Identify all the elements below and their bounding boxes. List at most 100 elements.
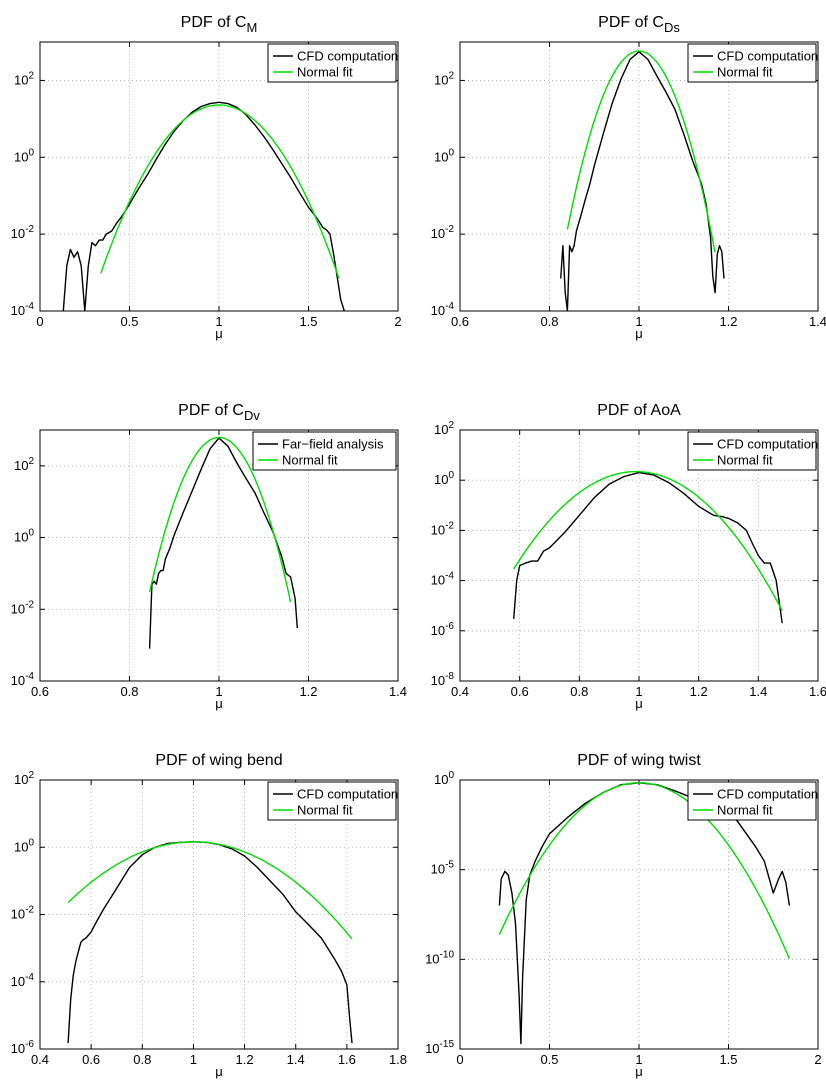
x-tick-label: 1 (635, 314, 642, 329)
x-axis-label: μ (215, 326, 223, 341)
y-tick-label: 100 (434, 770, 454, 787)
y-tick-label: 10-10 (425, 949, 454, 966)
y-tick-label: 10-4 (431, 571, 455, 588)
x-tick-label: 1.5 (719, 1052, 737, 1067)
y-tick-label: 10-2 (11, 599, 35, 616)
legend-label: CFD computation (717, 787, 818, 802)
series-line-data (560, 51, 725, 311)
legend-label: Normal fit (717, 65, 773, 80)
legend-label: Normal fit (282, 453, 338, 468)
x-tick-label: 0 (36, 314, 43, 329)
series-line-data (148, 437, 298, 649)
series-line-data (513, 471, 783, 624)
x-tick-label: 1.2 (236, 1052, 254, 1067)
x-axis-label: μ (635, 326, 643, 341)
legend-label: CFD computation (297, 49, 398, 64)
plot-area (39, 779, 399, 1050)
chart-title: PDF of CDv (178, 402, 260, 423)
x-tick-label: 0.6 (31, 684, 49, 699)
y-tick-label: 10-4 (11, 972, 35, 989)
legend (687, 781, 817, 821)
x-tick-label: 0.8 (570, 684, 588, 699)
y-tick-label: 10-6 (11, 1039, 35, 1056)
x-tick-label: 1.8 (389, 1052, 407, 1067)
series-line-fit (498, 782, 791, 959)
x-tick-label: 0.8 (120, 684, 138, 699)
chart-title: PDF of wing bend (155, 752, 282, 769)
x-tick-label: 0.8 (133, 1052, 151, 1067)
y-tick-label: 102 (434, 70, 454, 87)
y-tick-label: 102 (14, 456, 34, 473)
y-tick-label: 10-8 (431, 671, 455, 688)
legend (267, 43, 397, 83)
legend (252, 431, 397, 471)
y-tick-label: 100 (14, 528, 34, 545)
chart-title: PDF of CM (181, 14, 258, 35)
x-tick-label: 1 (635, 684, 642, 699)
series-line-fit (67, 841, 353, 940)
x-axis-label: μ (635, 1064, 643, 1079)
x-tick-label: 1.2 (299, 684, 317, 699)
series-line-fit (148, 436, 292, 603)
legend (687, 43, 817, 83)
x-tick-label: 1 (190, 1052, 197, 1067)
legend-label: Normal fit (297, 803, 353, 818)
y-tick-label: 10-2 (431, 224, 455, 241)
series-line-fit (513, 470, 783, 612)
x-axis-label: μ (215, 696, 223, 711)
legend (687, 431, 817, 471)
series-line-fit (566, 50, 716, 253)
legend-label: Normal fit (717, 453, 773, 468)
x-tick-label: 1 (215, 314, 222, 329)
y-tick-label: 10-6 (431, 621, 455, 638)
x-tick-label: 2 (394, 314, 401, 329)
y-tick-label: 10-5 (431, 860, 455, 877)
legend-label: Far−field analysis (282, 437, 384, 452)
legend-label: CFD computation (297, 787, 398, 802)
x-axis-label: μ (215, 1064, 223, 1079)
series-line-fit (100, 104, 340, 279)
legend-label: Normal fit (297, 65, 353, 80)
x-tick-label: 0 (456, 1052, 463, 1067)
x-tick-label: 0.6 (82, 1052, 100, 1067)
x-tick-label: 1.4 (809, 314, 826, 329)
chart-panel-5: 0.4 0.6 0.8 1 1.2 1.4 1.6 1.8 10-6 10-4 10-2 100 102… (11, 752, 407, 1079)
chart-panel-6: 0 0.5 1 1.5 2 10-15 10-10 10-5 100 CFD computatio… (425, 752, 822, 1079)
plot-area (39, 429, 399, 682)
y-tick-label: 102 (14, 70, 34, 87)
chart-panel-2: 0.6 0.8 1 1.2 1.4 10-4 10-2 100 102 CFD computati… (431, 14, 826, 341)
chart-title: PDF of CDs (598, 14, 680, 35)
x-tick-label: 0.5 (120, 314, 138, 329)
chart-panel-4: 0.4 0.6 0.8 1 1.2 1.4 1.6 10-8 10-6 10-4 10-2 100 10… (431, 402, 826, 711)
legend-label: CFD computation (717, 49, 818, 64)
x-tick-label: 0.5 (540, 1052, 558, 1067)
x-tick-label: 1 (215, 684, 222, 699)
x-tick-label: 1.2 (719, 314, 737, 329)
x-tick-label: 1.4 (749, 684, 767, 699)
y-tick-label: 100 (434, 147, 454, 164)
x-tick-label: 1.6 (338, 1052, 356, 1067)
x-tick-label: 0.4 (451, 684, 469, 699)
chart-panel-3: 0.6 0.8 1 1.2 1.4 10-4 10-2 100 102 Far−field ana… (11, 402, 407, 711)
legend (267, 781, 397, 821)
x-tick-label: 0.6 (511, 684, 529, 699)
y-tick-label: 10-2 (11, 224, 35, 241)
x-tick-label: 1.5 (299, 314, 317, 329)
x-tick-label: 1 (635, 1052, 642, 1067)
x-tick-label: 0.8 (540, 314, 558, 329)
x-tick-label: 0.4 (31, 1052, 49, 1067)
y-tick-label: 10-4 (11, 301, 35, 318)
y-tick-label: 10-2 (11, 905, 35, 922)
x-tick-label: 1.4 (287, 1052, 305, 1067)
y-tick-label: 10-15 (425, 1039, 454, 1056)
y-tick-label: 10-4 (11, 671, 35, 688)
y-tick-label: 10-2 (431, 520, 455, 537)
chart-title: PDF of wing twist (577, 752, 701, 769)
y-tick-label: 102 (14, 770, 34, 787)
y-tick-label: 100 (434, 470, 454, 487)
legend-label: CFD computation (717, 437, 818, 452)
y-tick-label: 10-4 (431, 301, 455, 318)
y-tick-label: 102 (434, 420, 454, 437)
x-tick-label: 1.2 (690, 684, 708, 699)
